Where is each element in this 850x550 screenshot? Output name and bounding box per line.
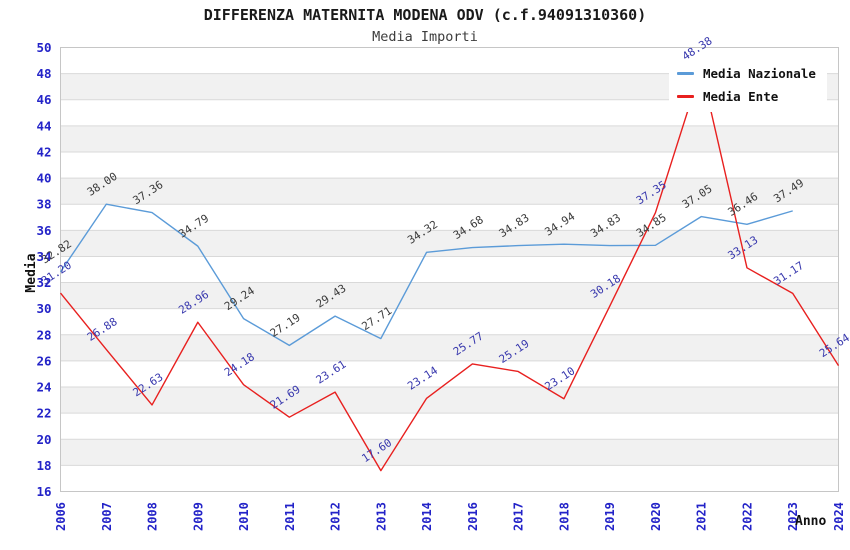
y-tick-label: 44 [36,118,51,133]
y-tick-label: 42 [36,144,51,159]
point-label: 48.38 [680,34,715,63]
y-tick-label: 16 [36,484,51,499]
plot-band [60,439,839,466]
plot-band [60,230,839,257]
y-tick-label: 28 [36,327,51,342]
y-tick-label: 48 [36,66,51,81]
legend-label-media-ente: Media Ente [703,89,779,104]
y-tick-label: 26 [36,353,51,368]
x-tick-label: 2014 [420,502,434,531]
x-tick-label: 2021 [695,502,709,531]
legend: Media Nazionale Media Ente [669,60,827,112]
x-tick-label: 2006 [54,502,68,531]
y-tick-label: 46 [36,92,51,107]
series-line [59,203,793,347]
x-tick-label: 2019 [603,502,617,531]
plot-band [60,178,839,205]
y-tick-label: 20 [36,432,51,447]
legend-label-media-nazionale: Media Nazionale [703,66,816,81]
x-tick-label: 2022 [740,502,754,531]
x-tick-label: 2018 [557,502,571,531]
y-tick-label: 50 [36,40,51,55]
plot-band [60,387,839,414]
point-label: 23.61 [314,358,349,387]
x-tick-label: 2010 [237,502,251,531]
legend-entry-media-ente: Media Ente [677,89,816,104]
x-tick-label: 2023 [786,502,800,531]
plot-border [60,47,839,492]
plot-band [60,125,839,152]
legend-swatch-media-ente-icon [677,95,694,98]
x-axis-label: Anno [795,514,827,529]
x-tick-label: 2009 [191,502,205,531]
y-tick-label: 36 [36,223,51,238]
y-tick-label: 32 [36,275,51,290]
chart-title: DIFFERENZA MATERNITA MODENA ODV (c.f.940… [203,6,647,24]
y-tick-label: 24 [36,380,51,395]
y-tick-label: 34 [36,249,51,264]
y-tick-label: 18 [36,458,51,473]
legend-entry-media-nazionale: Media Nazionale [677,66,816,81]
x-tick-label: 2013 [374,502,388,531]
legend-swatch-media-nazionale-icon [677,72,694,75]
plot-band [60,282,839,309]
x-tick-label: 2024 [832,502,846,531]
y-tick-label: 30 [36,301,51,316]
y-tick-label: 22 [36,406,51,421]
x-tick-label: 2011 [283,502,297,531]
chart-subtitle: Media Importi [372,29,478,45]
x-tick-label: 2008 [146,502,160,531]
y-tick-label: 40 [36,171,51,186]
x-tick-label: 2017 [512,502,526,531]
x-tick-label: 2020 [649,502,663,531]
x-tick-label: 2016 [466,502,480,531]
y-tick-label: 38 [36,197,51,212]
y-axis-label: Media [24,253,39,293]
plot-band [60,334,839,361]
x-tick-label: 2012 [329,502,343,531]
x-tick-label: 2007 [100,502,114,531]
